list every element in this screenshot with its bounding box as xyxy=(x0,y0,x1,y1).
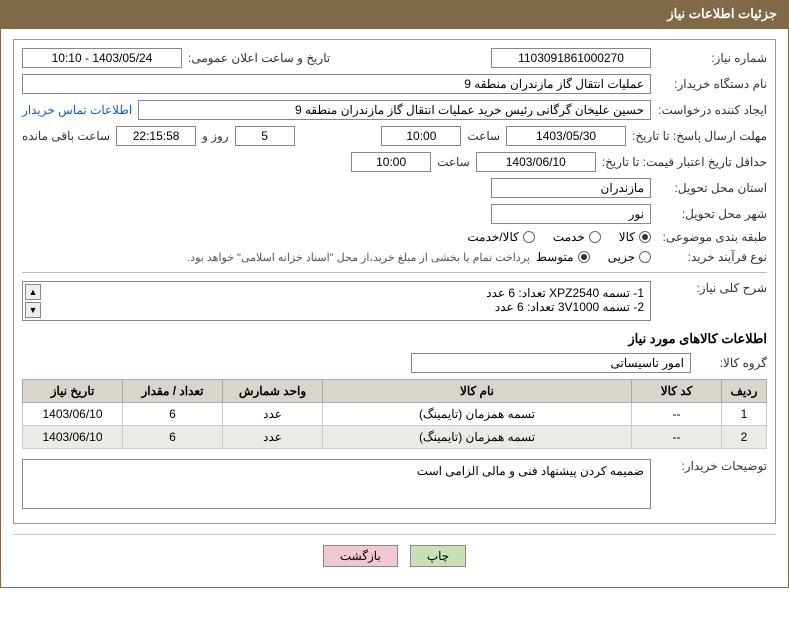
table-cell: 6 xyxy=(123,403,223,426)
desc-box[interactable]: 1- تسمه XPZ2540 تعداد: 6 عدد 2- تسمه 3V1… xyxy=(22,281,651,321)
contact-link[interactable]: اطلاعات تماس خریدار xyxy=(22,103,132,117)
scroll-up-icon[interactable]: ▲ xyxy=(25,284,41,300)
need-no-field: 1103091861000270 xyxy=(491,48,651,68)
radio-service[interactable]: خدمت xyxy=(553,230,601,244)
min-valid-time: 10:00 xyxy=(351,152,431,172)
buyer-org-label: نام دستگاه خریدار: xyxy=(657,77,767,91)
category-label: طبقه بندی موضوعی: xyxy=(657,230,767,244)
process-note: پرداخت تمام یا بخشی از مبلغ خرید،از محل … xyxy=(187,251,530,264)
table-cell: تسمه همزمان (تایمینگ) xyxy=(323,403,632,426)
radio-goods[interactable]: کالا xyxy=(619,230,651,244)
table-cell: 6 xyxy=(123,426,223,449)
group-label: گروه کالا: xyxy=(697,356,767,370)
group-field: امور تاسیساتی xyxy=(411,353,691,373)
remaining-label: ساعت باقی مانده xyxy=(22,129,110,143)
table-cell: -- xyxy=(632,403,722,426)
city-field: نور xyxy=(491,204,651,224)
days-value: 5 xyxy=(235,126,295,146)
deadline-send-time: 10:00 xyxy=(381,126,461,146)
hour-label-1: ساعت xyxy=(467,129,500,143)
announce-field: 1403/05/24 - 10:10 xyxy=(22,48,182,68)
buyer-notes-label: توضیحات خریدار: xyxy=(657,459,767,473)
desc-line-2: 2- تسمه 3V1000 تعداد: 6 عدد xyxy=(29,300,644,314)
table-cell: 2 xyxy=(722,426,767,449)
table-cell: تسمه همزمان (تایمینگ) xyxy=(323,426,632,449)
print-button[interactable]: چاپ xyxy=(410,545,466,567)
table-cell: عدد xyxy=(223,426,323,449)
buyer-notes-box[interactable]: ضمیمه کردن پیشنهاد فنی و مالی الزامی است xyxy=(22,459,651,509)
table-cell: 1403/06/10 xyxy=(23,426,123,449)
col-code: کد کالا xyxy=(632,380,722,403)
table-row: 1--تسمه همزمان (تایمینگ)عدد61403/06/10 xyxy=(23,403,767,426)
radio-medium[interactable]: متوسط xyxy=(536,250,590,264)
back-button[interactable]: بازگشت xyxy=(323,545,398,567)
buyer-org-field: عملیات انتقال گاز مازندران منطقه 9 xyxy=(22,74,651,94)
requester-field: حسین علیخان گرگانی رئیس خرید عملیات انتق… xyxy=(138,100,651,120)
table-cell: 1 xyxy=(722,403,767,426)
radio-partial[interactable]: جزیی xyxy=(608,250,651,264)
col-date: تاریخ نیاز xyxy=(23,380,123,403)
table-header-row: ردیف کد کالا نام کالا واحد شمارش تعداد /… xyxy=(23,380,767,403)
radio-goods-service[interactable]: کالا/خدمت xyxy=(467,230,534,244)
divider-1 xyxy=(22,272,767,273)
countdown: 22:15:58 xyxy=(116,126,196,146)
province-label: استان محل تحویل: xyxy=(657,181,767,195)
table-row: 2--تسمه همزمان (تایمینگ)عدد61403/06/10 xyxy=(23,426,767,449)
col-unit: واحد شمارش xyxy=(223,380,323,403)
category-radios: کالا خدمت کالا/خدمت xyxy=(467,230,651,244)
desc-line-1: 1- تسمه XPZ2540 تعداد: 6 عدد xyxy=(29,286,644,300)
table-cell: -- xyxy=(632,426,722,449)
process-label: نوع فرآیند خرید: xyxy=(657,250,767,264)
goods-table: ردیف کد کالا نام کالا واحد شمارش تعداد /… xyxy=(22,379,767,449)
days-and-label: روز و xyxy=(202,129,229,143)
table-cell: عدد xyxy=(223,403,323,426)
buyer-notes-text: ضمیمه کردن پیشنهاد فنی و مالی الزامی است xyxy=(417,464,644,478)
deadline-send-date: 1403/05/30 xyxy=(506,126,626,146)
province-field: مازندران xyxy=(491,178,651,198)
deadline-send-label: مهلت ارسال پاسخ: تا تاریخ: xyxy=(632,129,767,143)
min-valid-label: حداقل تاریخ اعتبار قیمت: تا تاریخ: xyxy=(602,155,767,169)
form-box: شماره نیاز: 1103091861000270 تاریخ و ساع… xyxy=(13,39,776,524)
content-wrapper: شماره نیاز: 1103091861000270 تاریخ و ساع… xyxy=(0,28,789,588)
page-header: جزئیات اطلاعات نیاز xyxy=(0,0,789,28)
city-label: شهر محل تحویل: xyxy=(657,207,767,221)
goods-section-title: اطلاعات کالاهای مورد نیاز xyxy=(22,331,767,347)
min-valid-date: 1403/06/10 xyxy=(476,152,596,172)
need-no-label: شماره نیاز: xyxy=(657,51,767,65)
scroll-down-icon[interactable]: ▼ xyxy=(25,302,41,318)
process-radios: جزیی متوسط xyxy=(536,250,651,264)
announce-label: تاریخ و ساعت اعلان عمومی: xyxy=(188,51,330,65)
hour-label-2: ساعت xyxy=(437,155,470,169)
col-row: ردیف xyxy=(722,380,767,403)
table-cell: 1403/06/10 xyxy=(23,403,123,426)
col-name: نام کالا xyxy=(323,380,632,403)
footer-buttons: چاپ بازگشت xyxy=(13,534,776,577)
desc-label: شرح کلی نیاز: xyxy=(657,281,767,295)
col-qty: تعداد / مقدار xyxy=(123,380,223,403)
requester-label: ایجاد کننده درخواست: xyxy=(657,103,767,117)
page-title: جزئیات اطلاعات نیاز xyxy=(667,6,777,21)
